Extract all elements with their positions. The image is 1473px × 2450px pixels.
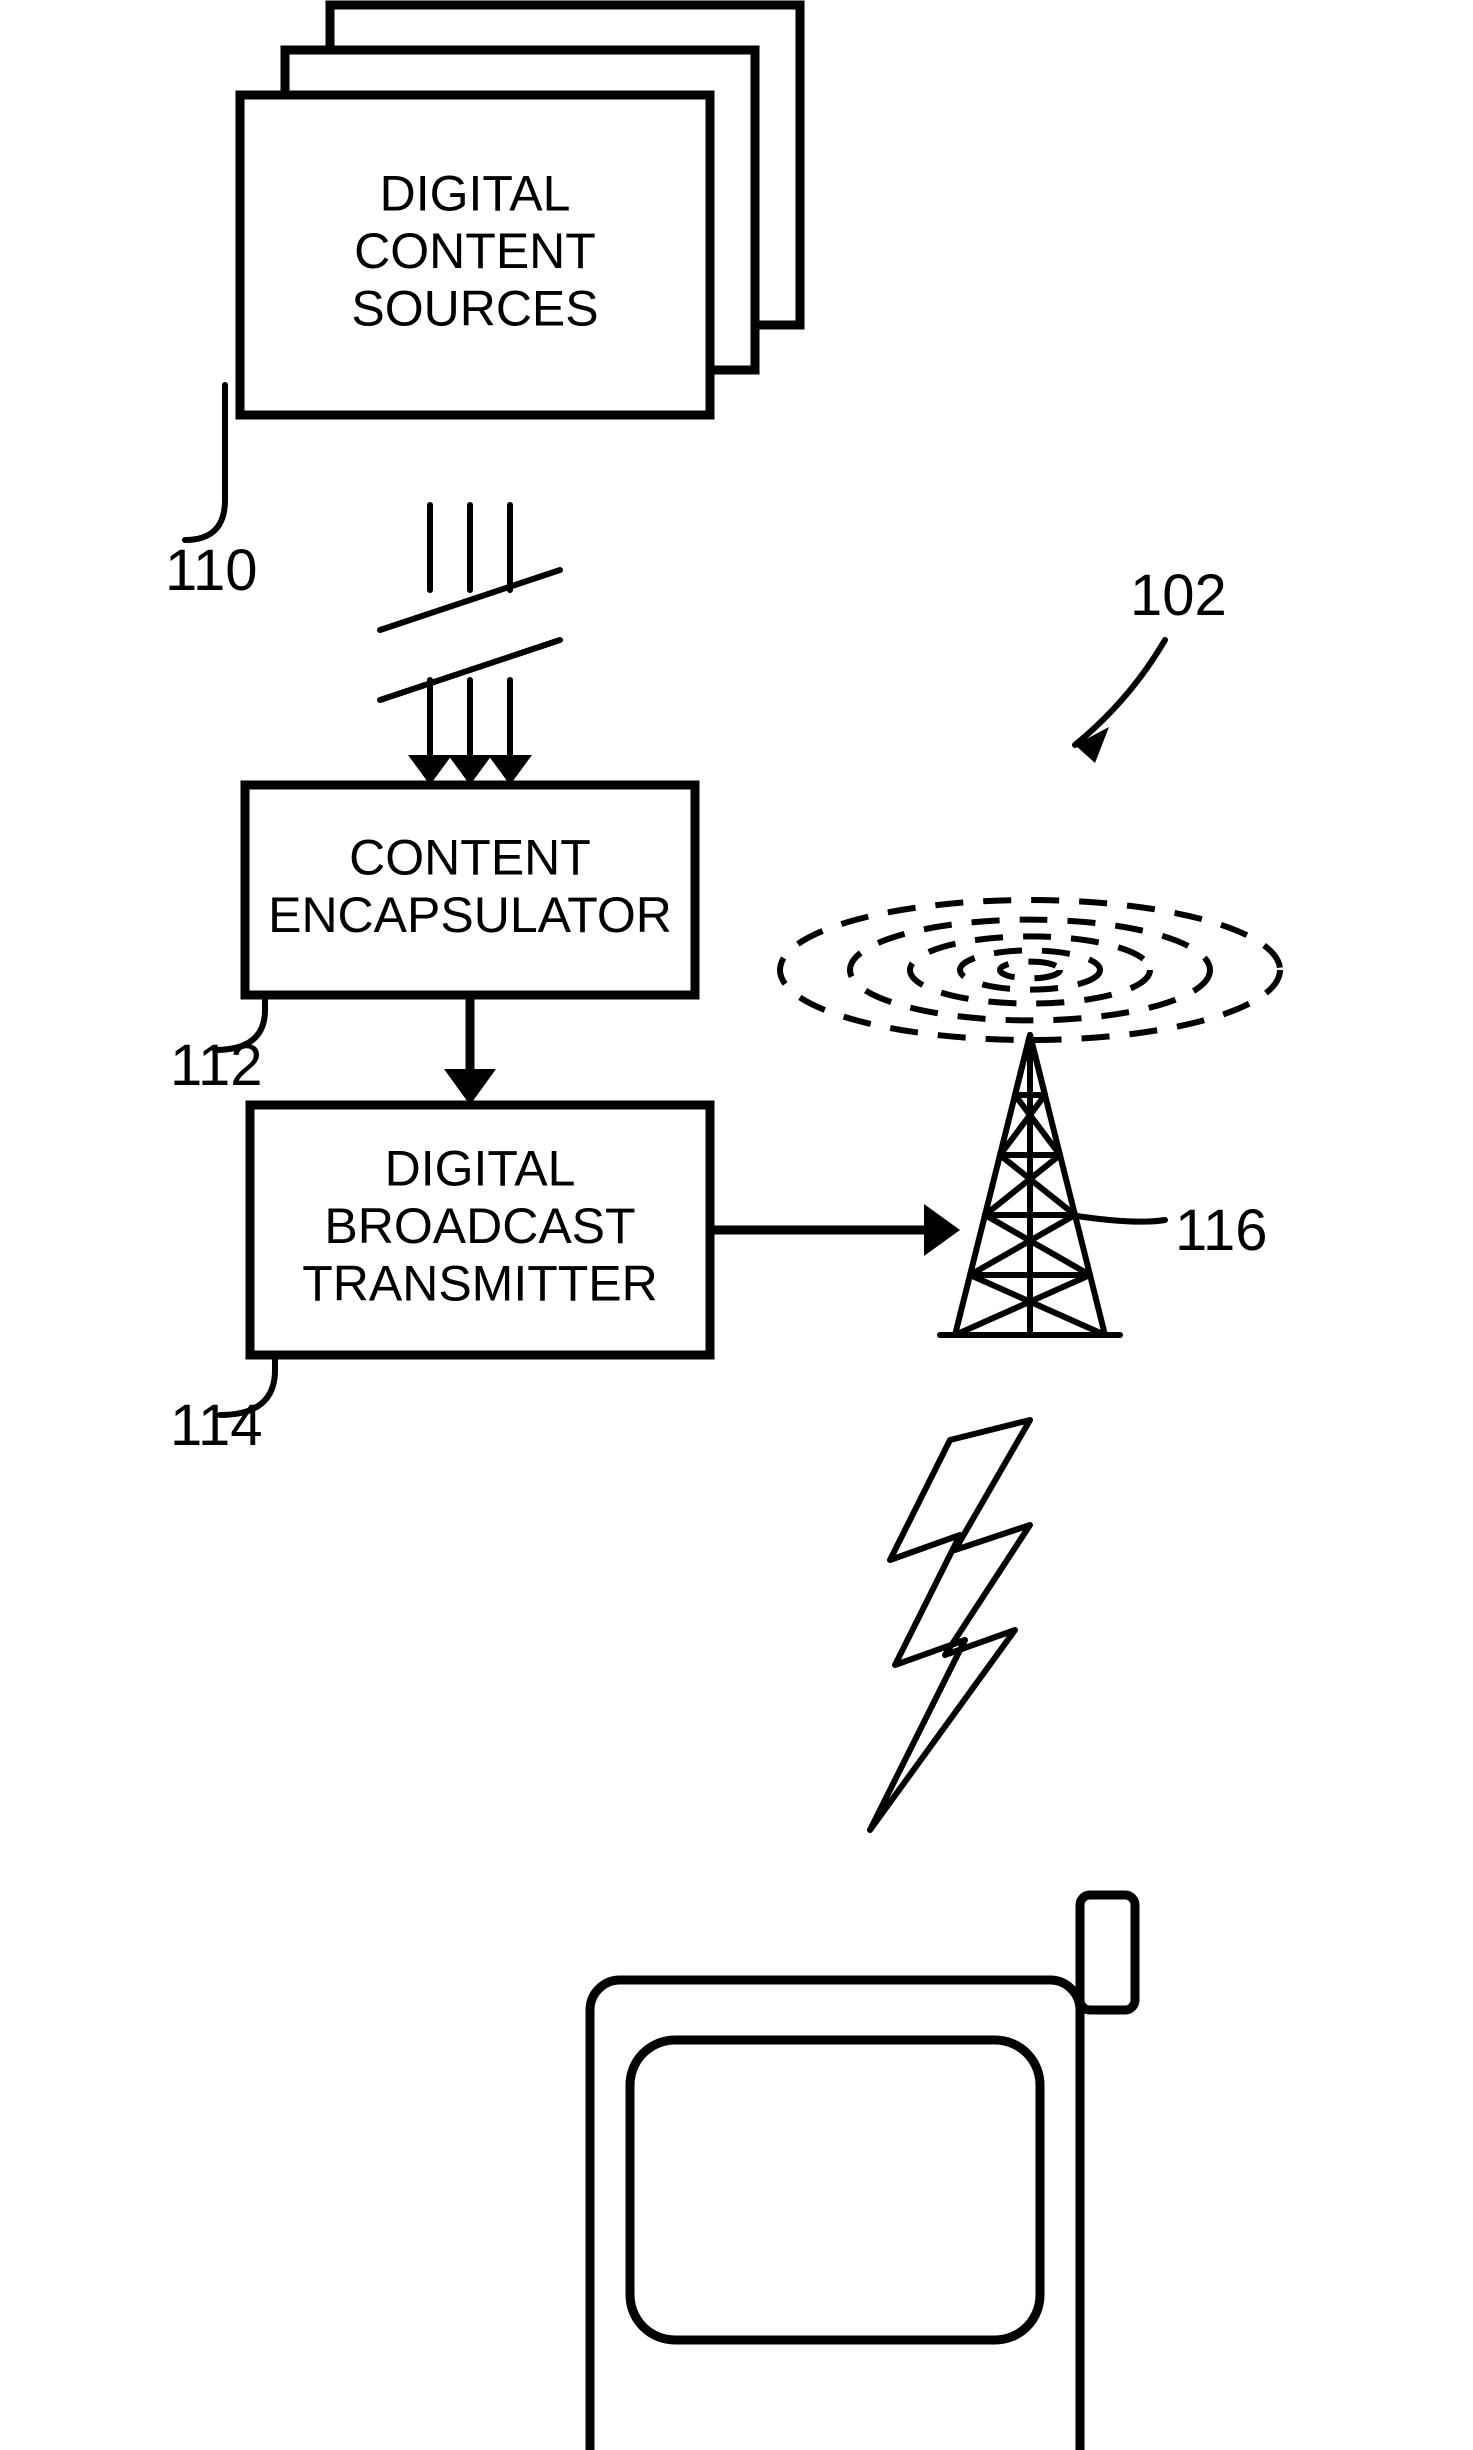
broadcast-waves-icon bbox=[780, 900, 1280, 1040]
digital-broadcast-transmitter: DIGITALBROADCASTTRANSMITTER bbox=[250, 1105, 710, 1355]
ref-110: 110 bbox=[165, 538, 257, 603]
ref-102: 102 bbox=[1130, 563, 1227, 628]
svg-text:SOURCES: SOURCES bbox=[351, 281, 598, 337]
svg-text:DIGITAL: DIGITAL bbox=[385, 1141, 576, 1197]
mobile-device-icon bbox=[590, 1895, 1135, 2450]
svg-text:CONTENT: CONTENT bbox=[349, 829, 591, 885]
digital-content-sources: DIGITALCONTENTSOURCES bbox=[240, 5, 800, 415]
svg-text:ENCAPSULATOR: ENCAPSULATOR bbox=[268, 887, 672, 943]
wireless-signal-icon bbox=[870, 1420, 1030, 1830]
ref-116: 116 bbox=[1175, 1198, 1267, 1263]
svg-text:DIGITAL: DIGITAL bbox=[380, 166, 571, 222]
svg-text:TRANSMITTER: TRANSMITTER bbox=[302, 1256, 658, 1312]
svg-text:CONTENT: CONTENT bbox=[354, 223, 596, 279]
broadcast-tower-icon bbox=[940, 1035, 1120, 1335]
ref-114: 114 bbox=[170, 1393, 262, 1458]
content-encapsulator: CONTENTENCAPSULATOR bbox=[245, 785, 695, 995]
ref-112: 112 bbox=[170, 1033, 262, 1098]
svg-text:BROADCAST: BROADCAST bbox=[324, 1198, 635, 1254]
